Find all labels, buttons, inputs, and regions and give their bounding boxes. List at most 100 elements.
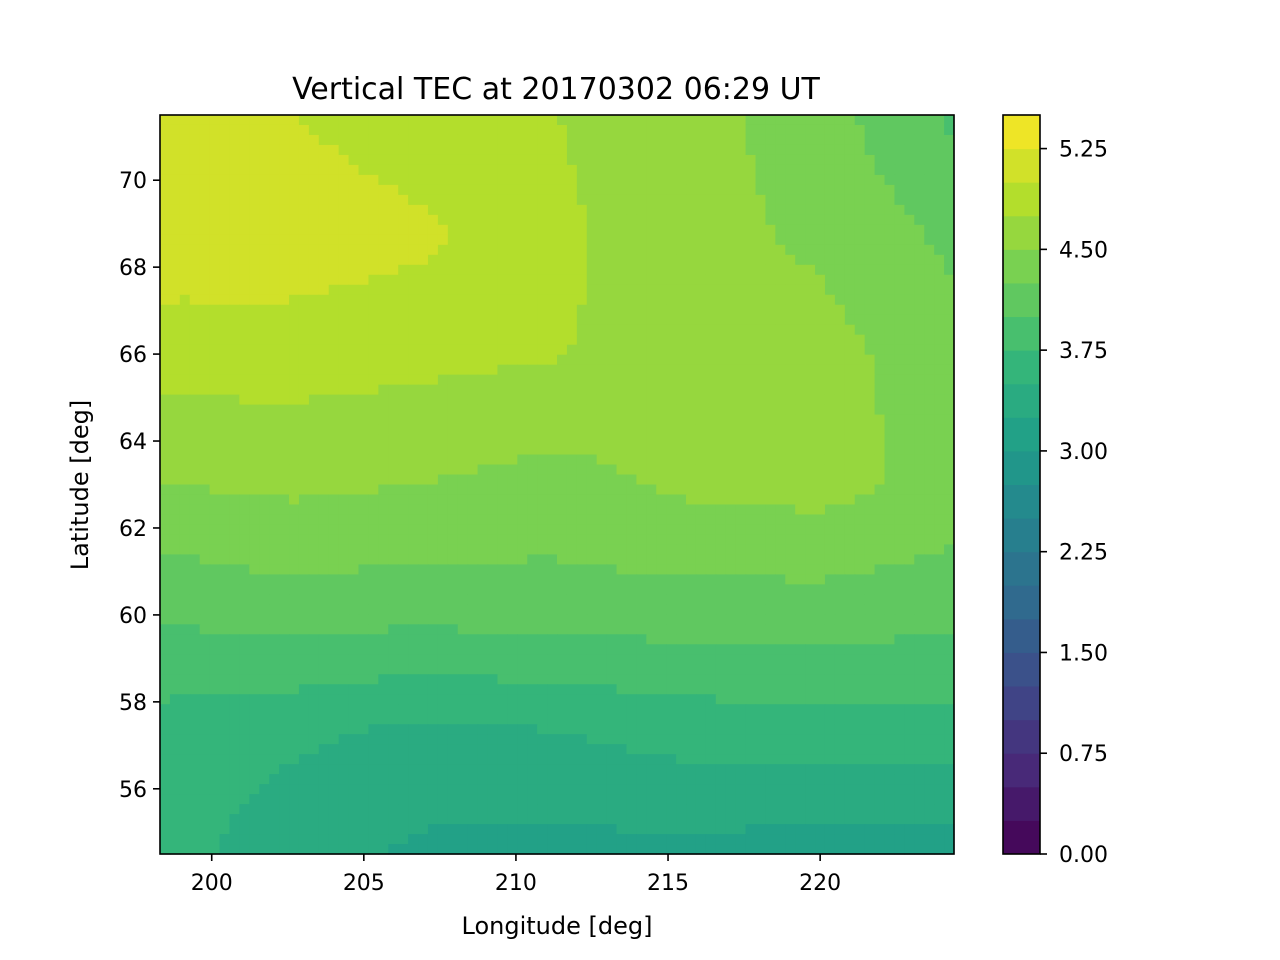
contour-cell [279, 184, 290, 196]
contour-cell [686, 624, 697, 635]
contour-cell [388, 454, 399, 466]
contour-cell [557, 464, 568, 476]
contour-cell [775, 144, 786, 156]
contour-cell [676, 214, 687, 226]
contour-cell [596, 194, 608, 206]
contour-cell [318, 454, 330, 466]
contour-cell [398, 734, 409, 745]
contour-cell [934, 384, 945, 396]
contour-cell [725, 524, 737, 536]
contour-cell [229, 115, 241, 126]
contour-cell [269, 574, 280, 585]
contour-cell [308, 564, 320, 575]
contour-cell [636, 644, 647, 655]
contour-cell [656, 664, 667, 675]
contour-cell [328, 624, 340, 635]
contour-cell [160, 115, 171, 126]
contour-cell [507, 154, 518, 166]
contour-cell [805, 384, 816, 396]
contour-cell [576, 134, 588, 146]
contour-cell [318, 384, 330, 396]
contour-cell [785, 254, 796, 266]
contour-cell [398, 214, 409, 226]
contour-cell [606, 324, 618, 336]
contour-cell [745, 404, 757, 416]
contour-cell [914, 154, 925, 166]
contour-cell [874, 464, 886, 476]
contour-cell [418, 374, 429, 386]
contour-cell [249, 664, 260, 675]
contour-cell [328, 134, 340, 146]
contour-cell [914, 134, 925, 146]
contour-cell [447, 524, 459, 536]
contour-cell [745, 284, 757, 296]
contour-cell [715, 714, 727, 725]
contour-cell [934, 244, 945, 256]
contour-cell [715, 334, 727, 346]
contour-cell [745, 544, 757, 556]
contour-cell [735, 174, 747, 186]
contour-cell [844, 404, 856, 416]
contour-cell [844, 394, 856, 406]
contour-cell [854, 404, 866, 416]
contour-cell [904, 154, 915, 166]
contour-cell [338, 524, 350, 536]
contour-cell [934, 184, 945, 196]
contour-cell [715, 484, 727, 496]
contour-cell [487, 554, 499, 565]
contour-cell [616, 674, 628, 685]
contour-cell [765, 454, 776, 466]
contour-cell [616, 614, 628, 625]
contour-cell [219, 194, 231, 206]
contour-cell [705, 214, 717, 226]
contour-cell [815, 115, 826, 126]
contour-cell [944, 564, 955, 575]
contour-cell [775, 254, 786, 266]
contour-cell [854, 664, 866, 675]
contour-cell [646, 124, 657, 136]
contour-cell [566, 604, 578, 615]
contour-cell [795, 444, 806, 456]
contour-cell [815, 384, 826, 396]
contour-cell [904, 414, 915, 426]
contour-cell [944, 484, 955, 496]
contour-cell [388, 424, 399, 436]
contour-cell [636, 214, 647, 226]
contour-cell [834, 454, 846, 466]
contour-cell [934, 674, 945, 685]
contour-cell [686, 404, 697, 416]
contour-cell [616, 364, 628, 376]
contour-cell [447, 304, 459, 316]
contour-cell [824, 154, 836, 166]
contour-cell [487, 324, 499, 336]
contour-cell [894, 314, 905, 326]
contour-cell [507, 714, 518, 725]
contour-cell [368, 554, 379, 565]
contour-cell [507, 504, 518, 516]
contour-cell [616, 394, 628, 406]
contour-cell [537, 254, 548, 266]
contour-cell [914, 564, 925, 575]
contour-cell [626, 424, 638, 436]
contour-cell [934, 294, 945, 306]
contour-cell [378, 204, 389, 216]
contour-cell [209, 214, 221, 226]
contour-cell [447, 134, 459, 146]
contour-cell [666, 614, 677, 625]
contour-cell [537, 624, 548, 635]
contour-cell [467, 714, 479, 725]
contour-cell [676, 694, 687, 705]
contour-cell [199, 614, 211, 625]
contour-cell [884, 314, 896, 326]
contour-cell [924, 214, 935, 226]
contour-cell [676, 674, 687, 685]
contour-cell [378, 354, 389, 366]
contour-cell [745, 214, 757, 226]
contour-cell [735, 684, 747, 695]
contour-cell [596, 184, 608, 196]
contour-cell [864, 184, 876, 196]
contour-cell [884, 684, 896, 695]
contour-cell [646, 714, 657, 725]
contour-cell [368, 174, 379, 186]
contour-cell [755, 254, 767, 266]
